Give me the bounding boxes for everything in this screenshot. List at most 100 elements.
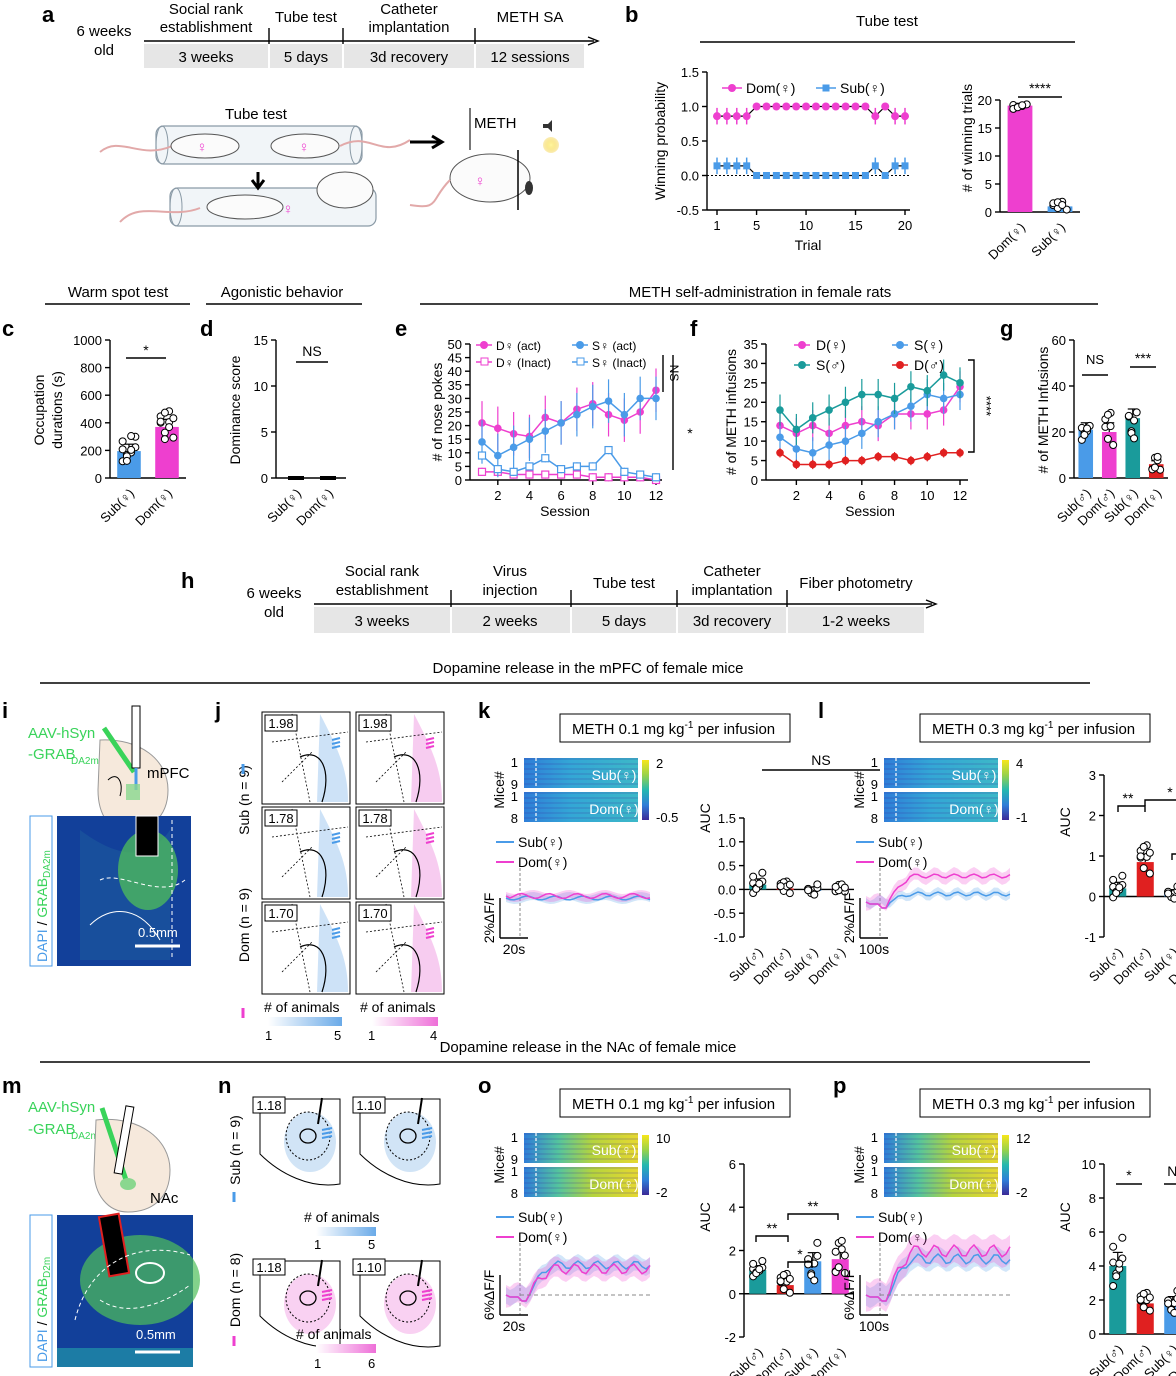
a-header-meth: METH SA (497, 9, 564, 26)
b-point-1-16 (871, 162, 879, 170)
p-auc-sig-1: NS (1167, 1163, 1176, 1179)
n-slice-mark-2-0 (321, 1289, 333, 1293)
e-point-1-4 (541, 470, 550, 479)
k-auc-dot-1-8 (776, 882, 785, 891)
j-slice-coord-2: 1.78 (268, 811, 293, 826)
l-heat-label-dom: Dom(♀) (949, 801, 998, 817)
a-duration-2: 5 days (284, 49, 328, 66)
h-timeline-boxes (314, 590, 924, 633)
c-dot-1-5 (160, 408, 169, 417)
e-point-2-5 (557, 419, 565, 427)
j-slice-coord-3: 1.78 (362, 811, 387, 826)
e-ytick-label-4: 20 (448, 419, 462, 434)
o-legend-sub: Sub(♀) (518, 1209, 563, 1225)
j-dom-label: Dom (n = 9) (236, 888, 252, 962)
p-auc-dot-1-1 (1139, 1303, 1148, 1312)
p-dose-tail: per infusion (1053, 1096, 1135, 1113)
j-slice-coord-0: 1.98 (268, 716, 293, 731)
p-dose-exp: -1 (1045, 1095, 1054, 1106)
f-point-3-5 (858, 456, 866, 465)
l-auc-dot-1-7 (1145, 848, 1154, 857)
h-header-rank-1: Social rank (345, 563, 420, 580)
p-auc-dot-2-6 (1170, 1308, 1176, 1317)
p-heat-row-dom-5 (884, 1192, 998, 1194)
p-auc-ytick-label-1: 2 (1089, 1293, 1096, 1308)
k-legend-sub: Sub(♀) (518, 834, 563, 850)
j-count-min-2: 1 (368, 1028, 375, 1043)
e-legend-marker-2 (576, 341, 584, 349)
j-slice-fill-0 (317, 714, 348, 802)
a-female-2: ♀ (298, 139, 309, 156)
p-auc-dot-2-3 (1173, 1294, 1176, 1303)
panel-letter-f: f (690, 316, 698, 341)
o-auc-ytick-label-3: 4 (729, 1200, 736, 1215)
b-xlabel: Trial (795, 237, 822, 253)
c-ytick-label-0: 0 (95, 471, 102, 486)
f-point-2-7 (890, 394, 899, 403)
l-heat-row-dom-2 (884, 802, 998, 804)
j-slice-mark-3-2 (425, 840, 435, 844)
l-heat-label-sub: Sub(♀) (952, 767, 997, 783)
d-title: Agonistic behavior (221, 284, 344, 301)
o-dose-exp: -1 (685, 1095, 694, 1106)
b-point-0-18 (891, 112, 900, 121)
l-auc-dot-2-8 (1164, 889, 1173, 898)
j-slice-grid-0 (271, 713, 349, 803)
b-point-0-10 (811, 102, 820, 111)
m-scale: 0.5mm (136, 1327, 176, 1342)
f-point-2-11 (956, 379, 964, 387)
p-cbar-min: -2 (1016, 1185, 1028, 1200)
efg-title: METH self-administration in female rats (629, 284, 892, 301)
o-auc-dot-1-8 (776, 1277, 785, 1286)
n-count-bar-1 (316, 1227, 376, 1236)
m-brain-schematic (93, 1105, 171, 1213)
f-point-2-6 (874, 390, 882, 399)
o-auc-ytick-label-4: 6 (729, 1157, 736, 1172)
panel-k: k METH 0.1 mg kg-1 per infusion Sub(♀) Dom… (478, 698, 880, 988)
e-ylabel: # of nose pokes (429, 363, 445, 462)
b-bar-chart: # of winning trials 0 5 10 15 20 Dom(♀) Sub(♀) *… (959, 80, 1080, 263)
o-auc-ytick-label-2: 2 (729, 1244, 736, 1259)
l-auc-dot-1-3 (1145, 869, 1154, 878)
b-ytick-label-0: -0.5 (677, 203, 699, 218)
panel-letter-i: i (2, 698, 8, 723)
j-slice-fill-3 (411, 809, 442, 897)
b-xtick-label-4: 20 (898, 218, 912, 233)
bbar-bar-0 (1007, 105, 1033, 212)
l-auc-dot-1-1 (1139, 864, 1148, 873)
a-tube-label: Tube test (225, 106, 288, 123)
e-point-2-7 (588, 402, 597, 411)
panel-letter-d: d (200, 316, 213, 341)
j-slice-mark-1-0 (425, 737, 435, 741)
b-point-1-1 (723, 162, 731, 170)
c-dot-1-3 (169, 433, 178, 442)
o-dose-box (559, 1088, 791, 1118)
b-point-1-3 (743, 162, 751, 170)
h-duration-4: 3d recovery (693, 613, 772, 630)
l-heat-row-sub-0 (884, 758, 998, 760)
k-colorbar (642, 760, 649, 820)
f-point-3-9 (923, 452, 932, 461)
f-point-2-5 (858, 390, 866, 399)
b-point-1-6 (772, 172, 780, 179)
a-duration-4: 12 sessions (490, 49, 569, 66)
k-auc-dot-0-6 (755, 879, 764, 888)
j-slice-coord-1: 1.98 (362, 716, 387, 731)
p-auc-ytick-label-5: 10 (1082, 1157, 1096, 1172)
panel-letter-c: c (2, 316, 14, 341)
p-dose: METH 0.3 mg kg-1 per infusion (932, 1095, 1135, 1113)
f-point-3-7 (890, 452, 899, 461)
p-auc-dot-1-3 (1145, 1306, 1154, 1315)
p-trace-dom (865, 1243, 1011, 1302)
o-dose-main: METH 0.1 mg kg (572, 1096, 685, 1113)
f-ytick-label-7: 35 (744, 337, 758, 352)
f-point-2-1 (792, 425, 801, 434)
f-sig-bracket (968, 359, 975, 453)
k-trace-band-sub (506, 892, 650, 904)
f-legend-marker-3 (896, 361, 904, 369)
panel-p: p METH 0.3 mg kg-1 per infusion Sub(♀) Dom… (833, 1073, 1176, 1376)
h-duration-2: 2 weeks (482, 613, 537, 630)
e-point-3-0 (477, 451, 487, 460)
o-auc-dot-0-8 (749, 1259, 758, 1268)
l-legend-dom: Dom(♀) (878, 854, 927, 870)
